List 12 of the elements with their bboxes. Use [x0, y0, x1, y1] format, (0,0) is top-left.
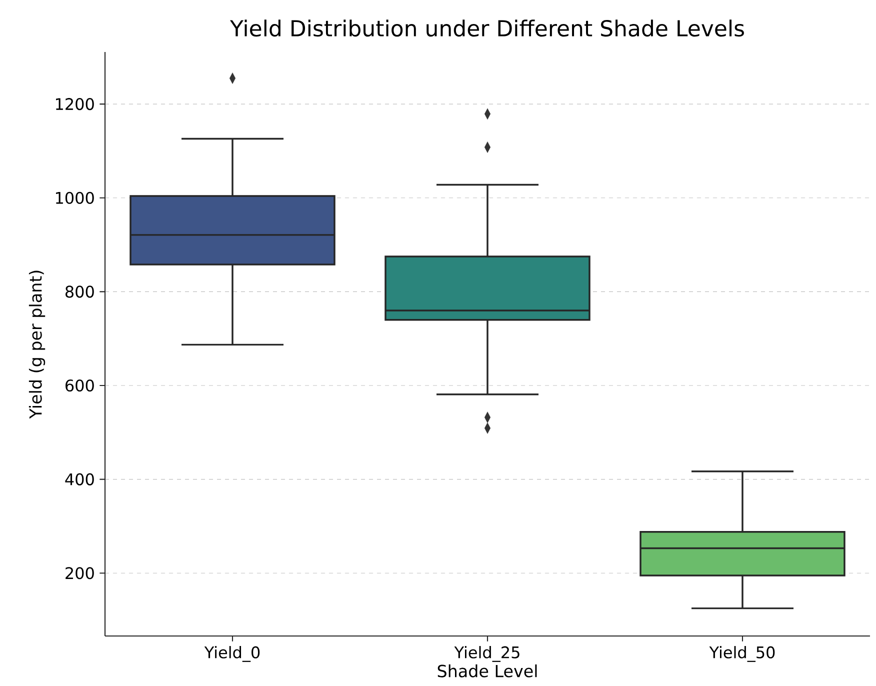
- y-tick-label: 600: [66, 379, 94, 392]
- y-tick-label: 1200: [56, 98, 94, 110]
- y-tick-label: 400: [65, 473, 94, 486]
- y-axis-title: Yield (g per plant): [28, 270, 46, 419]
- y-tick-label: 200: [66, 567, 94, 580]
- x-tick-label: Yield_0: [204, 646, 260, 662]
- y-tick-label: 800: [66, 286, 94, 298]
- x-tick-label: Yield_50: [709, 646, 775, 662]
- x-tick-label: Yield_25: [454, 646, 520, 662]
- x-axis-title: Shade Level: [438, 664, 537, 678]
- y-tick-label: 1000: [56, 192, 94, 204]
- chart-title: Yield Distribution under Different Shade Levels: [230, 20, 744, 37]
